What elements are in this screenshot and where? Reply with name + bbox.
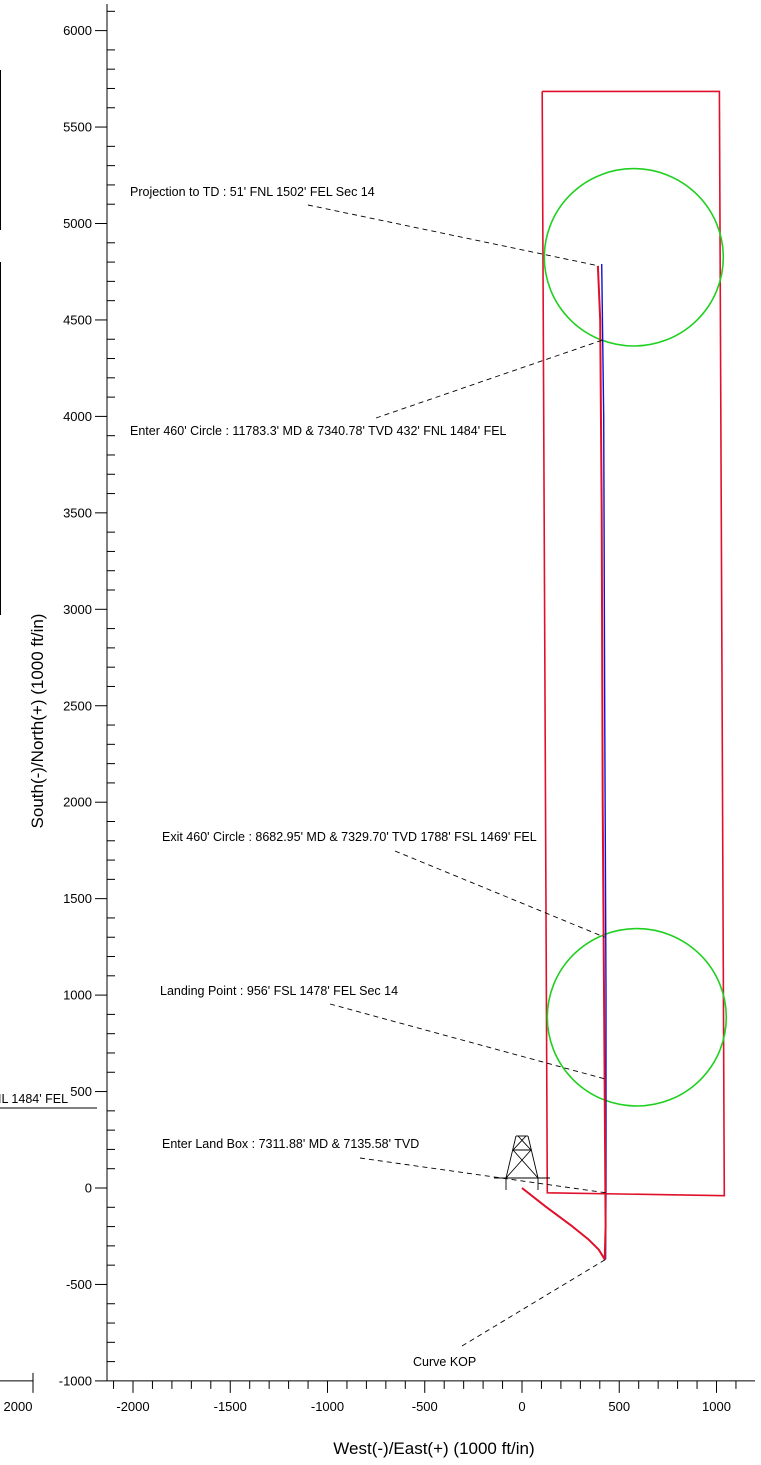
- y-tick-label: -500: [66, 1277, 92, 1292]
- well-paths: [521, 263, 607, 1261]
- rig-stroke-1: [505, 1135, 517, 1179]
- annotation-leader-5: [461, 1259, 606, 1347]
- y-tick-label: 1500: [63, 891, 92, 906]
- annotation-label-1: Enter 460' Circle : 11783.3' MD & 7340.7…: [130, 424, 507, 438]
- y-tick-label: 4500: [63, 312, 92, 327]
- rig-stroke-4: [505, 1149, 532, 1179]
- axes: 6000550050004500400035003000250020001500…: [0, 4, 755, 1414]
- y-tick-label: 2000: [63, 795, 92, 810]
- annotation-leader-0: [307, 204, 599, 267]
- rig-stroke-5: [512, 1149, 539, 1179]
- y-tick-label: 3000: [63, 602, 92, 617]
- annotation-labels: Projection to TD : 51' FNL 1502' FEL Sec…: [130, 185, 537, 1369]
- annotation-label-0: Projection to TD : 51' FNL 1502' FEL Sec…: [130, 185, 375, 199]
- target-circle-1: [543, 167, 725, 347]
- annotation-label-3: Landing Point : 956' FSL 1478' FEL Sec 1…: [160, 984, 398, 998]
- annotation-leader-3: [329, 1003, 606, 1080]
- y-tick-label: 6000: [63, 23, 92, 38]
- rig-icon: [494, 1135, 550, 1190]
- series-red-line: [521, 265, 607, 1261]
- annotation-label-4: Enter Land Box : 7311.88' MD & 7135.58' …: [162, 1137, 419, 1151]
- x-tick-label: 0: [518, 1399, 525, 1414]
- y-tick-label: 2500: [63, 698, 92, 713]
- annotation-leaders: [307, 204, 607, 1347]
- rig-stroke-6: [512, 1135, 527, 1151]
- y-tick-label: 1000: [63, 988, 92, 1003]
- annotation-leader-4: [359, 1157, 607, 1194]
- x-tick-label: -1500: [214, 1399, 247, 1414]
- y-tick-label: -1000: [59, 1373, 92, 1388]
- y-tick-label: 5000: [63, 216, 92, 231]
- x-tick-label: -1000: [311, 1399, 344, 1414]
- lease-box: [541, 90, 726, 1197]
- y-tick-label: 5500: [63, 120, 92, 135]
- annotation-leader-1: [375, 339, 603, 419]
- x-tick-label: 500: [608, 1399, 630, 1414]
- x-axis-title: West(-)/East(+) (1000 ft/in): [333, 1439, 534, 1458]
- x-tick-label: -500: [412, 1399, 438, 1414]
- annotation-label-5: Curve KOP: [413, 1355, 476, 1369]
- x-tick-label: -2000: [116, 1399, 149, 1414]
- y-axis-title: South(-)/North(+) (1000 ft/in): [28, 614, 47, 829]
- clipped-annotation: IL 1484' FEL: [0, 1092, 68, 1106]
- clipped-tick-label: 2000: [4, 1399, 33, 1414]
- rig-stroke-2: [527, 1135, 539, 1179]
- x-tick-label: 1000: [702, 1399, 731, 1414]
- y-tick-label: 3500: [63, 505, 92, 520]
- y-tick-label: 4000: [63, 409, 92, 424]
- target-circles: [543, 167, 728, 1107]
- rig-stroke-7: [517, 1135, 532, 1151]
- y-tick-label: 500: [70, 1084, 92, 1099]
- lease-box-outline: [541, 90, 726, 1197]
- annotation-leader-2: [394, 850, 605, 938]
- target-circle-0: [546, 927, 728, 1107]
- y-tick-label: 0: [85, 1181, 92, 1196]
- annotation-label-2: Exit 460' Circle : 8682.95' MD & 7329.70…: [162, 830, 537, 844]
